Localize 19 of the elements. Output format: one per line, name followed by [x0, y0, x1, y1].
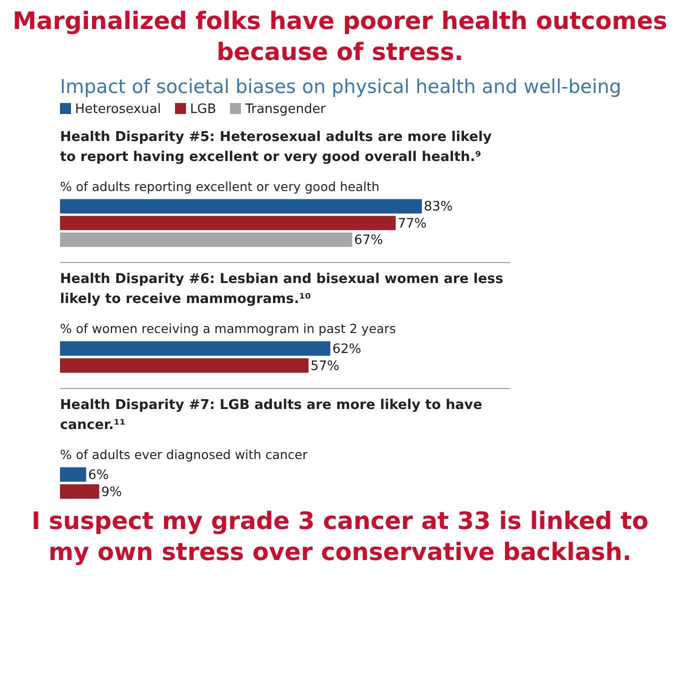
data-label: 6% — [88, 468, 109, 483]
chart-title: Health Disparity #6: Lesbian and bisexual women are less likely to receive mammograms.¹⁰ — [60, 270, 504, 309]
text: Impact of societal biases on physical health and well-being — [60, 76, 622, 98]
data-label: 62% — [332, 342, 362, 357]
text: % of adults ever diagnosed with cancer — [60, 447, 308, 462]
legend-label: LGB — [188, 102, 216, 117]
data-label: 83% — [424, 200, 453, 215]
chart-subtitle: % of women receiving a mammogram in past 2 years — [60, 321, 397, 336]
text: I suspect my grade 3 cancer at 33 is linked to my own stress over conservative backlash. — [30, 506, 650, 568]
data-label: 9% — [101, 484, 122, 500]
chart-title: Health Disparity #5: Heterosexual adults are more likely to report having excellent or very good overall health.⁹ — [60, 128, 493, 167]
chart-subtitle: % of adults reporting excellent or very good health — [60, 179, 380, 194]
data-label: 57% — [310, 358, 340, 374]
legend-label: Heterosexual — [74, 102, 161, 117]
legend-label: Transgender — [244, 102, 326, 117]
data-label: 67% — [354, 233, 384, 248]
data-label: 77% — [398, 216, 427, 232]
text: Marginalized folks have poorer health outcomes because of stress. — [12, 6, 668, 68]
text: Health Disparity #7: LGB adults are more likely to have cancer.¹¹ — [60, 396, 484, 435]
